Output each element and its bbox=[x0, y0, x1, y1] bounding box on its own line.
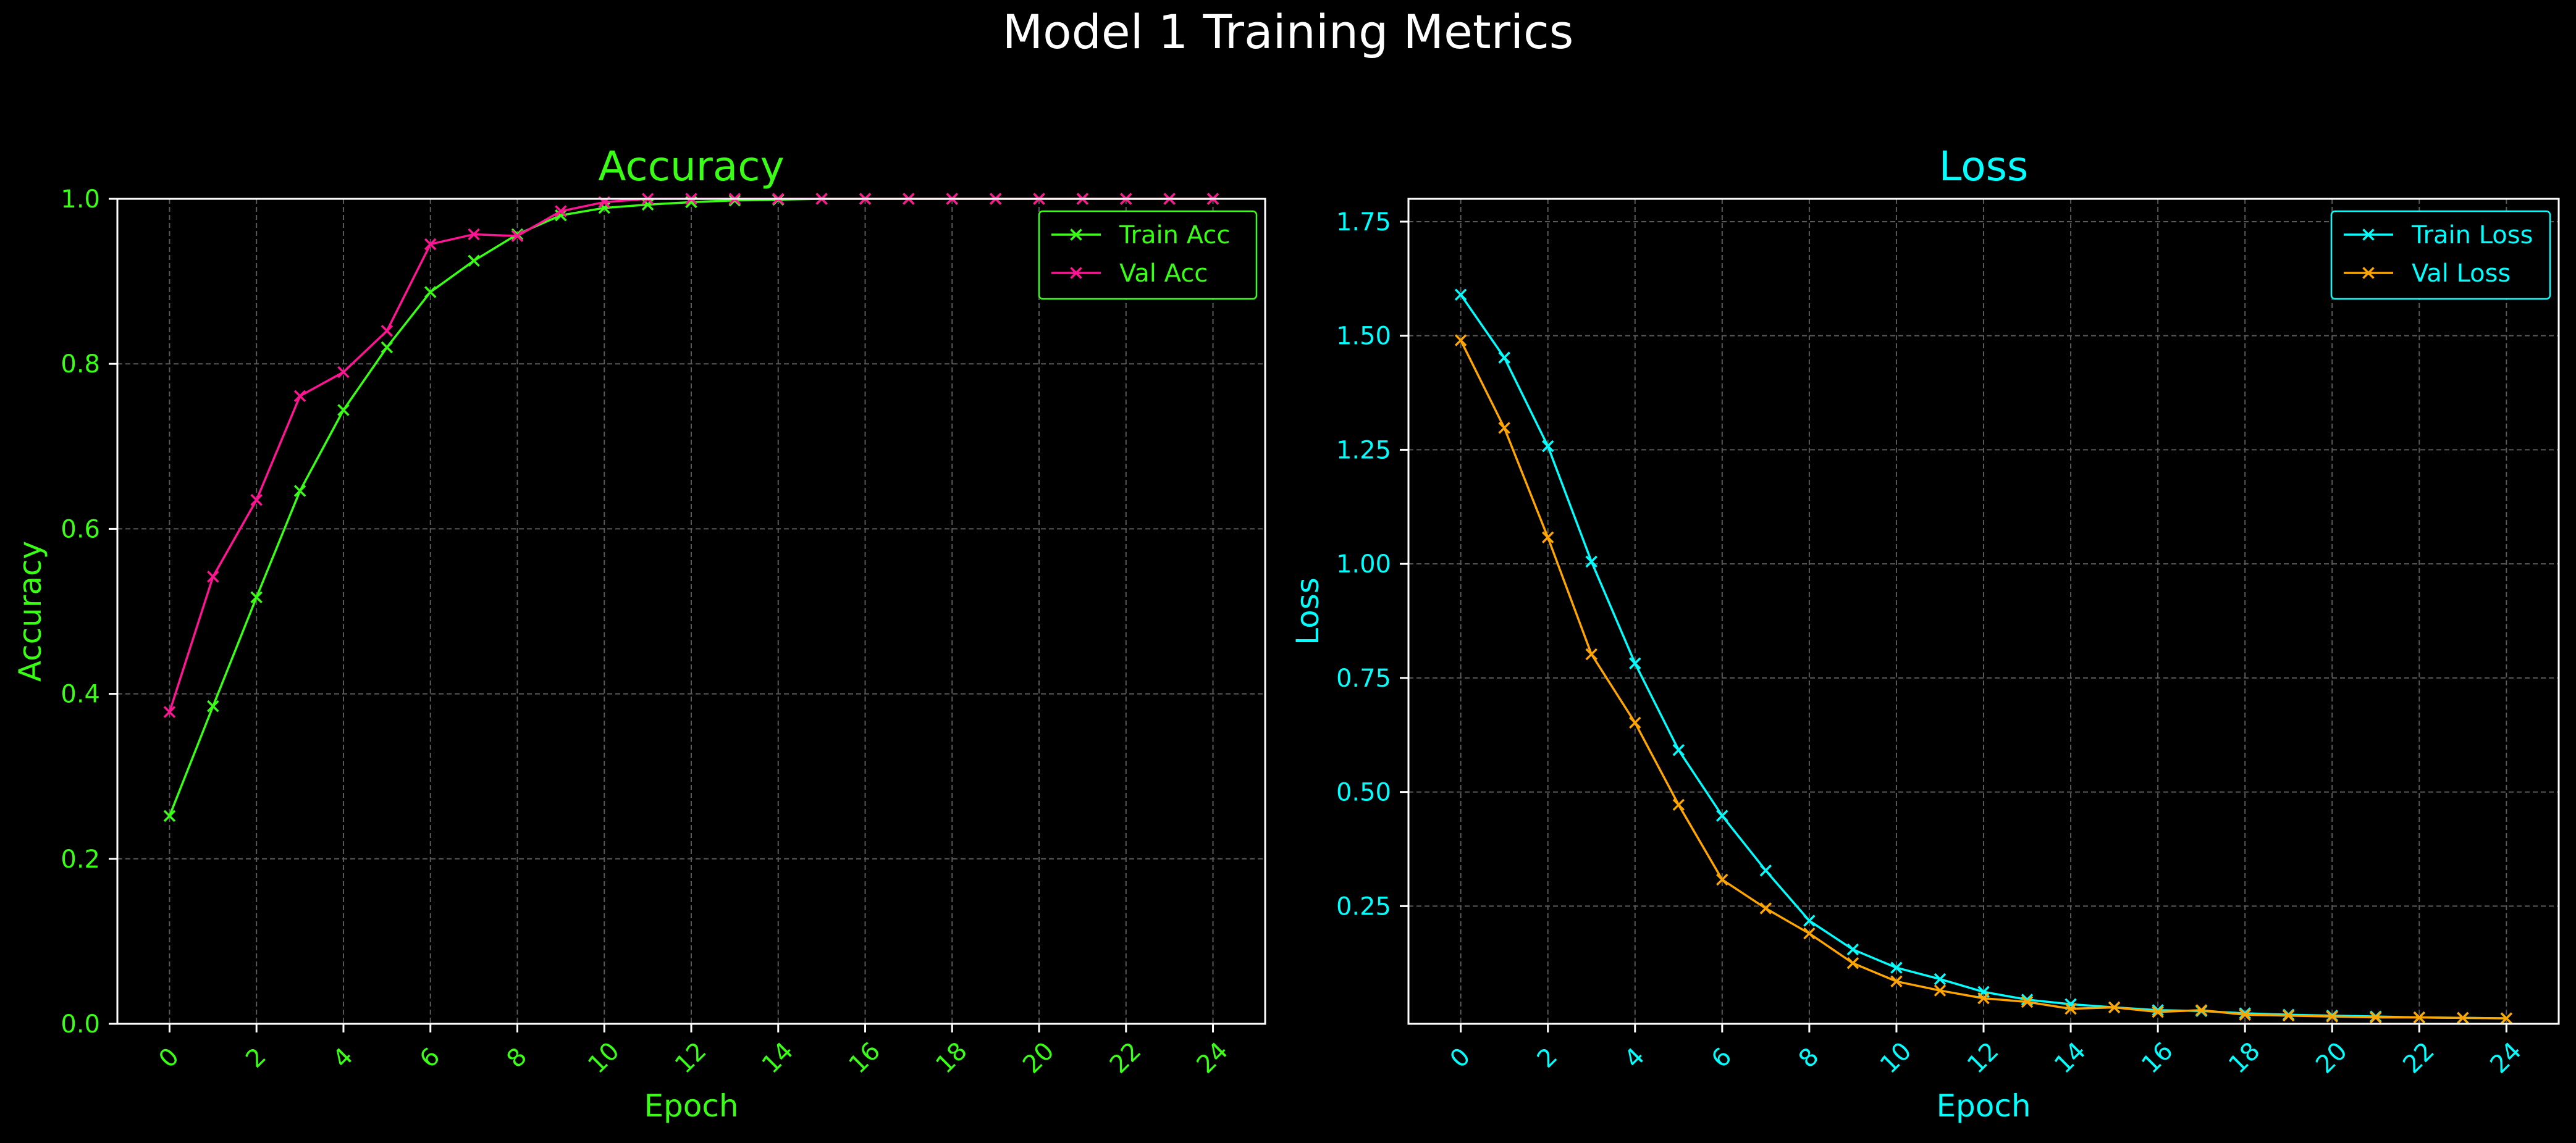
data-point-marker bbox=[1934, 984, 1947, 997]
data-point-marker bbox=[163, 810, 176, 823]
loss-y-axis-label: Loss bbox=[1290, 577, 1326, 645]
data-point-marker bbox=[250, 591, 263, 604]
y-tick-label: 0.6 bbox=[61, 515, 100, 543]
data-point-marker bbox=[1629, 657, 1641, 669]
data-point-marker bbox=[1541, 531, 1554, 544]
legend-box bbox=[2330, 210, 2551, 300]
data-point-marker bbox=[1890, 975, 1903, 988]
accuracy-x-axis-label: Epoch bbox=[644, 1088, 738, 1124]
data-point-marker bbox=[1498, 351, 1510, 364]
legend-marker bbox=[2362, 267, 2375, 279]
data-point-marker bbox=[555, 209, 567, 222]
data-point-marker bbox=[1977, 992, 1990, 1005]
legend-label: Val Loss bbox=[2412, 259, 2511, 288]
data-point-marker bbox=[381, 341, 394, 354]
data-point-marker bbox=[1672, 798, 1685, 811]
data-point-marker bbox=[511, 230, 524, 242]
loss-x-axis-label: Epoch bbox=[1936, 1088, 2031, 1124]
y-tick-label: 0.2 bbox=[61, 845, 100, 874]
y-tick-label: 1.25 bbox=[1336, 436, 1391, 464]
data-point-marker bbox=[511, 228, 524, 241]
data-point-marker bbox=[1716, 873, 1728, 886]
legend-label: Val Acc bbox=[1119, 259, 1208, 288]
data-point-marker bbox=[2239, 1008, 2251, 1021]
series-val-loss bbox=[1454, 334, 2513, 1024]
figure-title: Model 1 Training Metrics bbox=[1003, 4, 1574, 59]
data-point-marker bbox=[2413, 1011, 2426, 1024]
data-point-marker bbox=[163, 706, 176, 718]
y-tick-label: 1.00 bbox=[1336, 550, 1391, 579]
y-tick-label: 0.8 bbox=[61, 350, 100, 379]
data-point-marker bbox=[1454, 334, 1467, 346]
data-point-marker bbox=[1716, 810, 1728, 822]
data-point-marker bbox=[381, 325, 394, 337]
accuracy-y-axis-label: Accuracy bbox=[12, 541, 48, 682]
y-tick-label: 0.4 bbox=[61, 680, 100, 709]
y-tick-label: 1.50 bbox=[1336, 322, 1391, 351]
y-tick-label: 0.0 bbox=[61, 1010, 100, 1039]
data-point-marker bbox=[468, 254, 480, 267]
y-tick-label: 0.50 bbox=[1336, 779, 1391, 807]
data-point-marker bbox=[1629, 716, 1641, 729]
data-point-marker bbox=[293, 485, 306, 497]
data-point-marker bbox=[2370, 1011, 2382, 1024]
data-point-marker bbox=[1585, 555, 1597, 568]
legend-label: Train Loss bbox=[2411, 221, 2533, 249]
data-point-marker bbox=[293, 390, 306, 403]
data-point-marker bbox=[207, 700, 219, 713]
data-point-marker bbox=[2195, 1004, 2208, 1016]
data-point-marker bbox=[337, 404, 350, 416]
data-point-marker bbox=[555, 205, 567, 217]
y-tick-label: 0.25 bbox=[1336, 892, 1391, 921]
data-point-marker bbox=[1585, 648, 1597, 661]
legend-marker bbox=[2362, 228, 2375, 241]
data-point-marker bbox=[1454, 288, 1467, 301]
legend-item: Val Acc bbox=[1051, 259, 1208, 288]
data-point-marker bbox=[1759, 902, 1772, 915]
loss-title: Loss bbox=[1939, 143, 2029, 190]
data-point-marker bbox=[2326, 1010, 2338, 1023]
data-point-marker bbox=[337, 366, 350, 379]
accuracy-title: Accuracy bbox=[598, 143, 784, 190]
data-point-marker bbox=[2108, 1001, 2121, 1014]
legend-box bbox=[1038, 210, 1258, 300]
data-point-marker bbox=[1846, 957, 1859, 969]
data-point-marker bbox=[468, 228, 480, 241]
legend-item: Train Acc bbox=[1051, 221, 1230, 249]
data-point-marker bbox=[1890, 961, 1903, 974]
data-point-marker bbox=[1803, 915, 1816, 927]
y-tick-label: 1.75 bbox=[1336, 208, 1391, 237]
data-point-marker bbox=[2152, 1006, 2164, 1018]
data-point-marker bbox=[1846, 943, 1859, 956]
data-point-marker bbox=[1541, 440, 1554, 453]
data-point-marker bbox=[1672, 743, 1685, 756]
data-point-marker bbox=[250, 493, 263, 506]
data-point-marker bbox=[1498, 422, 1510, 434]
y-tick-label: 0.75 bbox=[1336, 664, 1391, 693]
data-point-marker bbox=[424, 286, 437, 298]
accuracy-legend: Train Acc Val Acc bbox=[1038, 210, 1258, 300]
data-point-marker bbox=[2500, 1012, 2513, 1024]
data-point-marker bbox=[2065, 1002, 2077, 1015]
data-point-marker bbox=[1934, 973, 1947, 986]
y-tick-label: 1.0 bbox=[61, 185, 100, 214]
legend-item: Val Loss bbox=[2344, 259, 2511, 288]
loss-legend: Train Loss Val Loss bbox=[2330, 210, 2551, 300]
data-point-marker bbox=[2282, 1009, 2295, 1022]
data-point-marker bbox=[424, 238, 437, 251]
data-point-marker bbox=[2152, 1004, 2164, 1016]
data-point-marker bbox=[1803, 927, 1816, 940]
data-point-marker bbox=[2021, 995, 2034, 1008]
data-point-marker bbox=[1759, 864, 1772, 877]
legend-label: Train Acc bbox=[1119, 221, 1230, 249]
data-point-marker bbox=[2457, 1011, 2469, 1024]
loss-grid bbox=[1408, 199, 2559, 1024]
data-point-marker bbox=[728, 194, 741, 207]
legend-marker bbox=[1070, 228, 1082, 241]
data-point-marker bbox=[207, 571, 219, 583]
legend-marker bbox=[1070, 267, 1082, 279]
legend-item: Train Loss bbox=[2344, 221, 2533, 249]
